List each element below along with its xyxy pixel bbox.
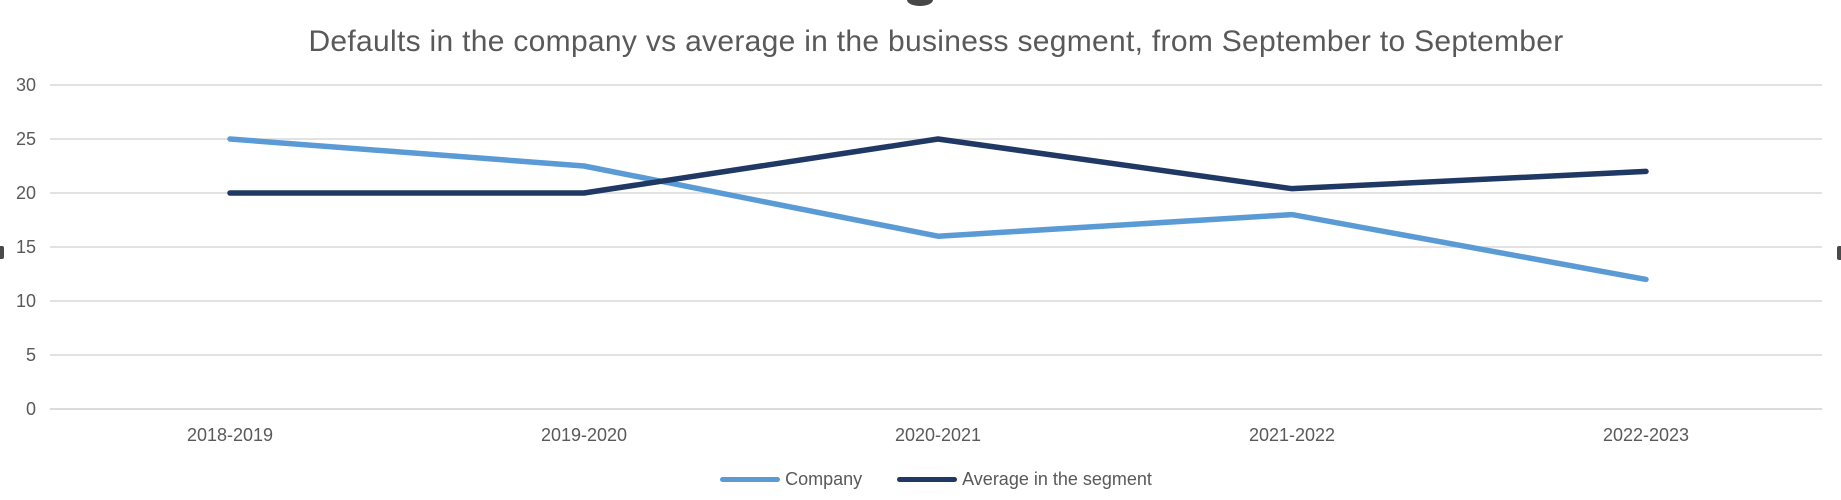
legend-label-company: Company (785, 468, 863, 489)
series-line-average-in-the-segment[interactable] (227, 136, 1649, 196)
average-line-swatch-icon (897, 476, 958, 482)
x-axis-category-label: 2019-2020 (540, 425, 628, 445)
cropped-text-fragment-top (907, 0, 933, 6)
x-axis-category-label: 2021-2022 (1248, 425, 1336, 445)
series-line-company[interactable] (227, 136, 1649, 283)
y-axis-tick-label: 25 (15, 129, 36, 149)
y-axis-tick-label: 15 (15, 237, 36, 257)
legend-item-average[interactable]: Average in the segment (897, 469, 1152, 490)
x-axis-category-label: 2020-2021 (894, 425, 982, 445)
legend-item-company[interactable]: Company (720, 469, 862, 490)
cropped-text-fragment-right (1837, 246, 1841, 260)
y-axis-tick-label: 30 (15, 75, 36, 95)
chart-title: Defaults in the company vs average in th… (308, 25, 1564, 58)
cropped-text-fragment-left (0, 246, 4, 259)
y-axis-tick-label: 5 (25, 345, 36, 365)
company-line-swatch-icon (720, 476, 781, 482)
y-axis-tick-label: 10 (15, 291, 36, 311)
x-axis-category-label: 2018-2019 (186, 425, 274, 445)
y-axis-tick-label: 0 (25, 399, 36, 419)
legend: Company Average in the segment (50, 468, 1822, 490)
y-axis-tick-label: 20 (15, 183, 36, 203)
x-axis-category-label: 2022-2023 (1602, 425, 1690, 445)
legend-label-average: Average in the segment (962, 468, 1152, 489)
